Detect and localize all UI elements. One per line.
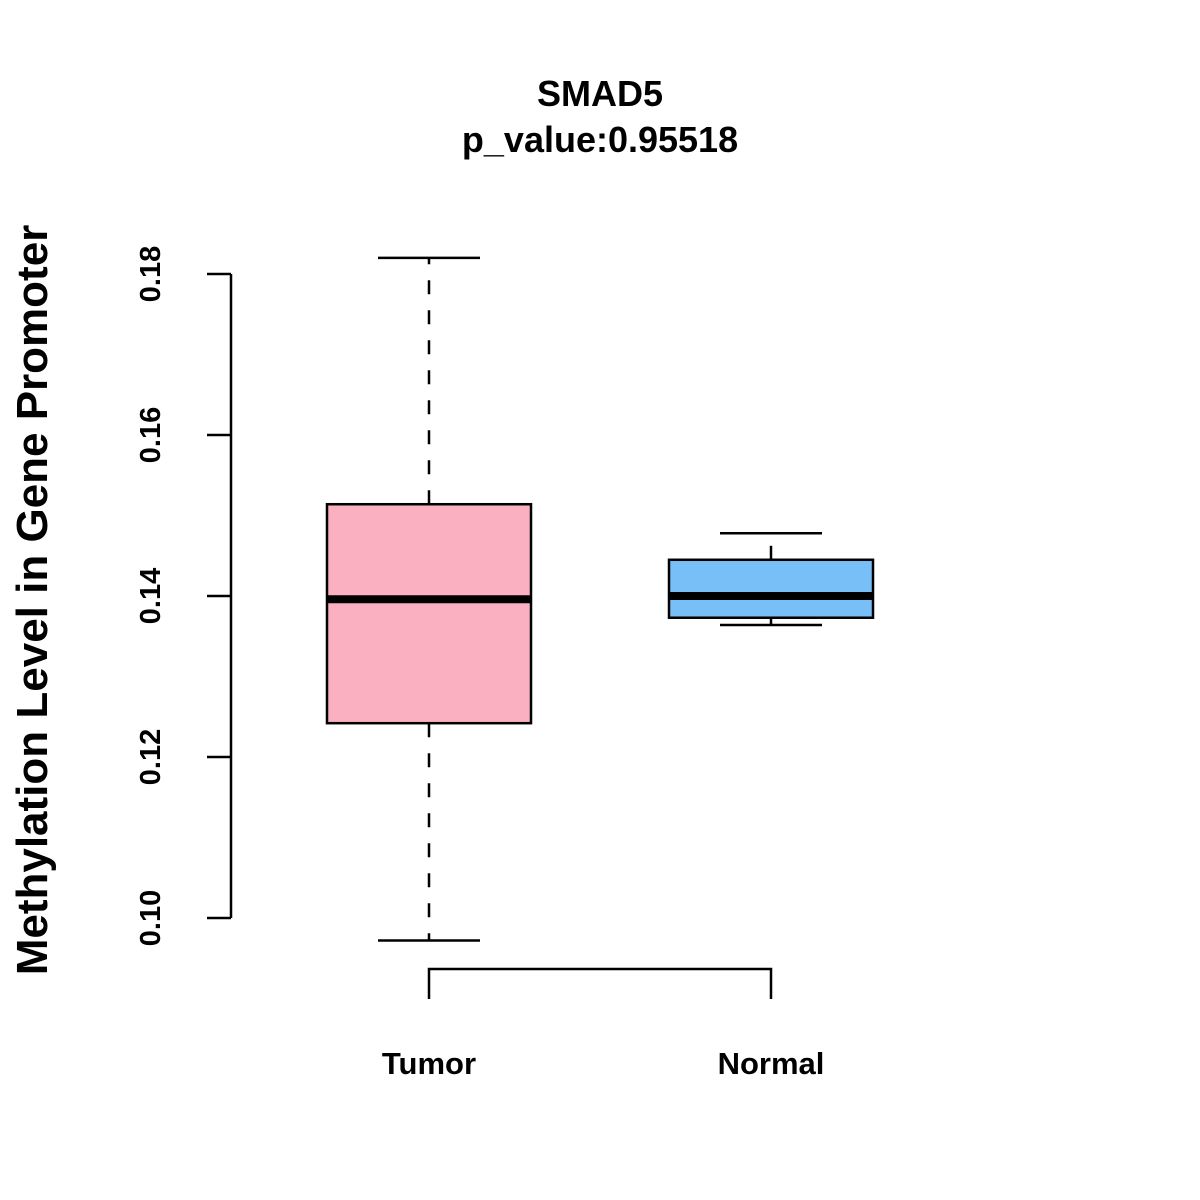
- y-tick-label-0.18: 0.18: [135, 246, 167, 302]
- bracket-line: [427, 967, 773, 999]
- chart-title: SMAD5: [537, 73, 663, 114]
- box-body-tumor: [325, 502, 533, 725]
- y-tick-label-0.16: 0.16: [135, 407, 167, 463]
- y-axis: 0.10 0.12 0.14 0.16 0.18: [135, 246, 233, 946]
- boxes-group: [325, 256, 875, 942]
- box-body-normal: [667, 558, 875, 619]
- y-tick-label-0.12: 0.12: [135, 729, 167, 785]
- comparison-bracket: [427, 967, 773, 999]
- y-tick-label-0.10: 0.10: [135, 890, 167, 946]
- category-label-tumor: Tumor: [382, 1046, 476, 1081]
- y-tick-label-0.14: 0.14: [135, 568, 167, 624]
- box-tumor: [325, 256, 533, 942]
- category-labels: Tumor Normal: [382, 1046, 824, 1081]
- category-label-normal: Normal: [718, 1046, 825, 1081]
- box-normal: [667, 531, 875, 627]
- chart-subtitle: p_value:0.95518: [462, 119, 738, 160]
- y-axis-label: Methylation Level in Gene Promoter: [8, 225, 57, 976]
